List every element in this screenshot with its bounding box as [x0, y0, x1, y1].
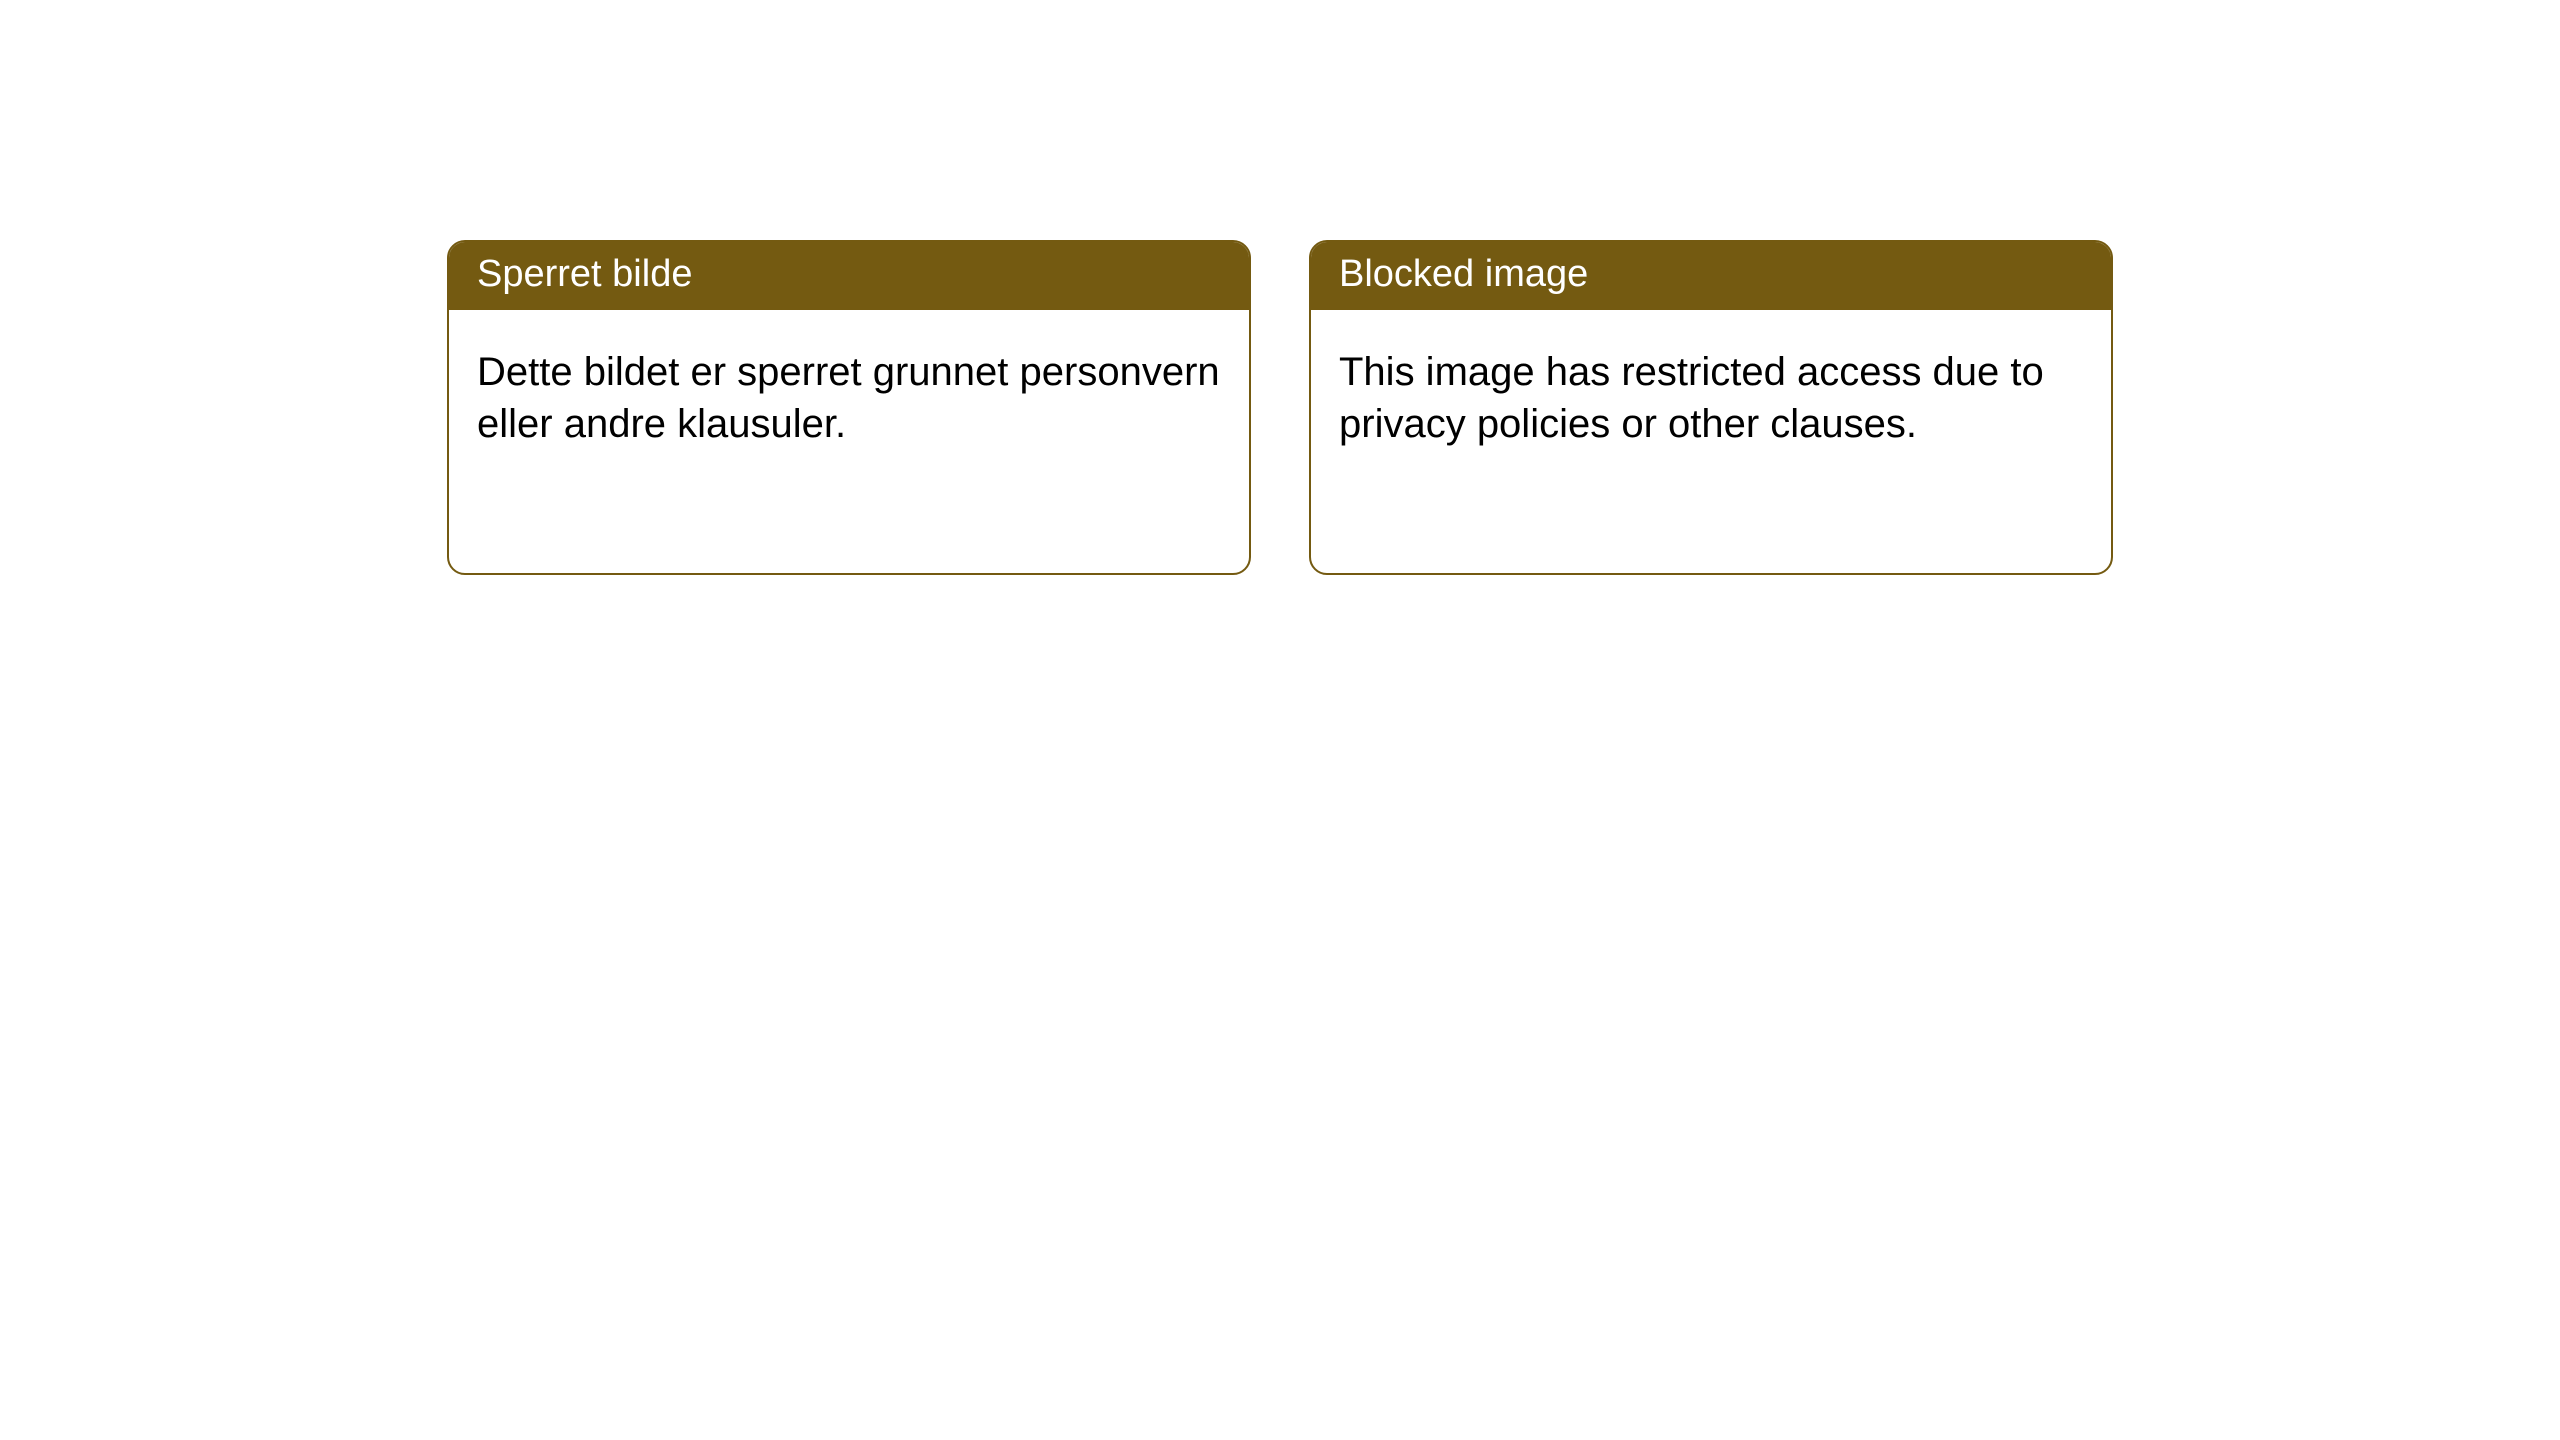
card-body-text: This image has restricted access due to … — [1339, 350, 2044, 446]
card-title: Sperret bilde — [477, 253, 692, 295]
notice-card-norwegian: Sperret bilde Dette bildet er sperret gr… — [447, 240, 1251, 575]
card-body: Dette bildet er sperret grunnet personve… — [449, 310, 1249, 478]
card-header: Sperret bilde — [449, 242, 1249, 310]
card-body-text: Dette bildet er sperret grunnet personve… — [477, 350, 1220, 446]
card-header: Blocked image — [1311, 242, 2111, 310]
notice-card-english: Blocked image This image has restricted … — [1309, 240, 2113, 575]
notice-container: Sperret bilde Dette bildet er sperret gr… — [0, 0, 2560, 575]
card-body: This image has restricted access due to … — [1311, 310, 2111, 478]
card-title: Blocked image — [1339, 253, 1588, 295]
